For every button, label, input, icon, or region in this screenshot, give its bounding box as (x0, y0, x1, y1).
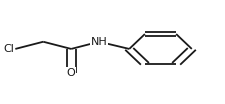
Text: O: O (67, 67, 75, 77)
Text: Cl: Cl (3, 44, 14, 54)
Text: NH: NH (90, 37, 107, 47)
